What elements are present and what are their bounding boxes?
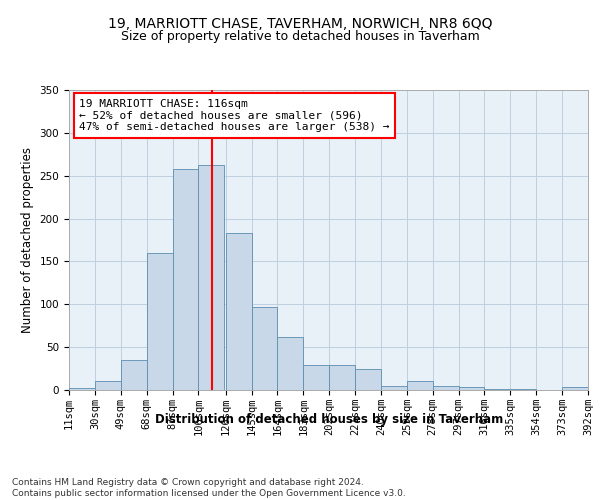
Bar [329, 365, 355, 390]
Text: 19, MARRIOTT CHASE, TAVERHAM, NORWICH, NR8 6QQ: 19, MARRIOTT CHASE, TAVERHAM, NORWICH, N… [108, 18, 492, 32]
Text: Distribution of detached houses by size in Taverham: Distribution of detached houses by size … [155, 412, 503, 426]
Bar [199, 166, 224, 390]
Text: 19 MARRIOTT CHASE: 116sqm
← 52% of detached houses are smaller (596)
47% of semi: 19 MARRIOTT CHASE: 116sqm ← 52% of detac… [79, 99, 390, 132]
Bar [173, 169, 199, 390]
Text: Size of property relative to detached houses in Taverham: Size of property relative to detached ho… [121, 30, 479, 43]
Text: Contains HM Land Registry data © Crown copyright and database right 2024.
Contai: Contains HM Land Registry data © Crown c… [12, 478, 406, 498]
Bar [251, 307, 277, 390]
Bar [303, 365, 329, 390]
Y-axis label: Number of detached properties: Number of detached properties [21, 147, 34, 333]
Bar [407, 382, 433, 390]
Bar [95, 382, 121, 390]
Bar [562, 388, 588, 390]
Bar [226, 233, 251, 390]
Bar [277, 337, 303, 390]
Bar [355, 370, 381, 390]
Bar [433, 386, 458, 390]
Bar [484, 389, 511, 390]
Bar [381, 386, 407, 390]
Bar [511, 389, 536, 390]
Bar [121, 360, 146, 390]
Bar [458, 386, 484, 390]
Bar [146, 253, 173, 390]
Bar [69, 388, 95, 390]
